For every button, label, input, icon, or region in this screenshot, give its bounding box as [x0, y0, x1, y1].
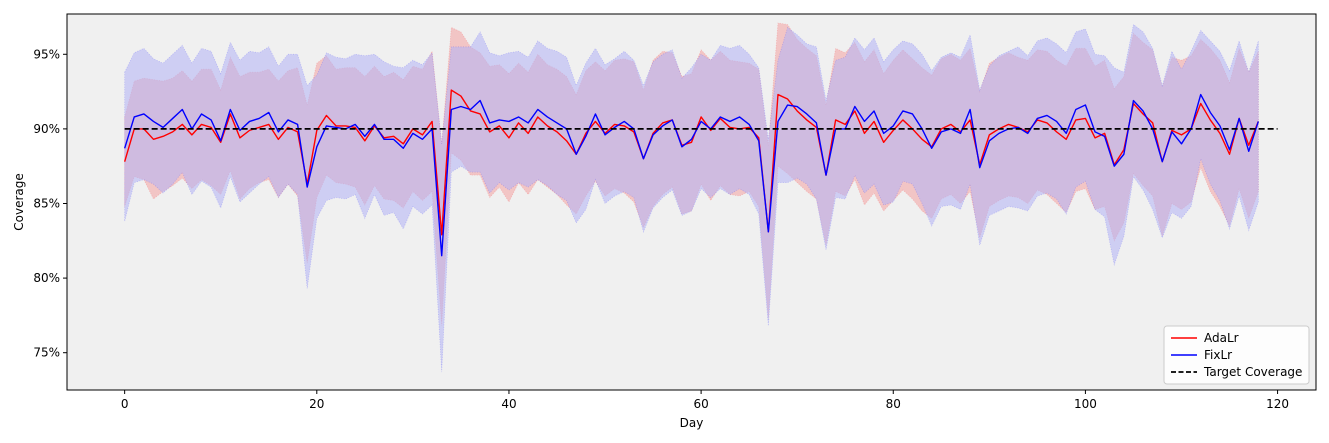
x-tick-label: 100 — [1074, 397, 1097, 411]
x-tick-label: 80 — [886, 397, 901, 411]
plot-frame — [66, 13, 1317, 391]
x-tick-label: 120 — [1266, 397, 1289, 411]
x-tick-label: 20 — [309, 397, 324, 411]
y-tick-label: 95% — [33, 47, 60, 61]
y-tick-label: 75% — [33, 346, 60, 360]
legend-box — [1163, 325, 1310, 385]
x-tick-label: 40 — [501, 397, 516, 411]
band-fixlr — [124, 23, 1259, 373]
y-tick-label: 85% — [33, 196, 60, 210]
x-tick-label: 60 — [693, 397, 708, 411]
x-tick-label: 0 — [121, 397, 129, 411]
x-axis-label: Day — [680, 416, 704, 430]
series-line-fixlr — [123, 93, 1260, 257]
y-axis-label: Coverage — [12, 173, 26, 231]
series-line-adalr — [123, 89, 1259, 236]
y-tick-label: 80% — [33, 271, 60, 285]
legend-label-adalr: AdaLr — [1204, 331, 1239, 345]
legend-label-fixlr: FixLr — [1204, 348, 1232, 362]
y-tick-label: 90% — [33, 122, 60, 136]
legend-label-target-coverage: Target Coverage — [1203, 365, 1302, 379]
